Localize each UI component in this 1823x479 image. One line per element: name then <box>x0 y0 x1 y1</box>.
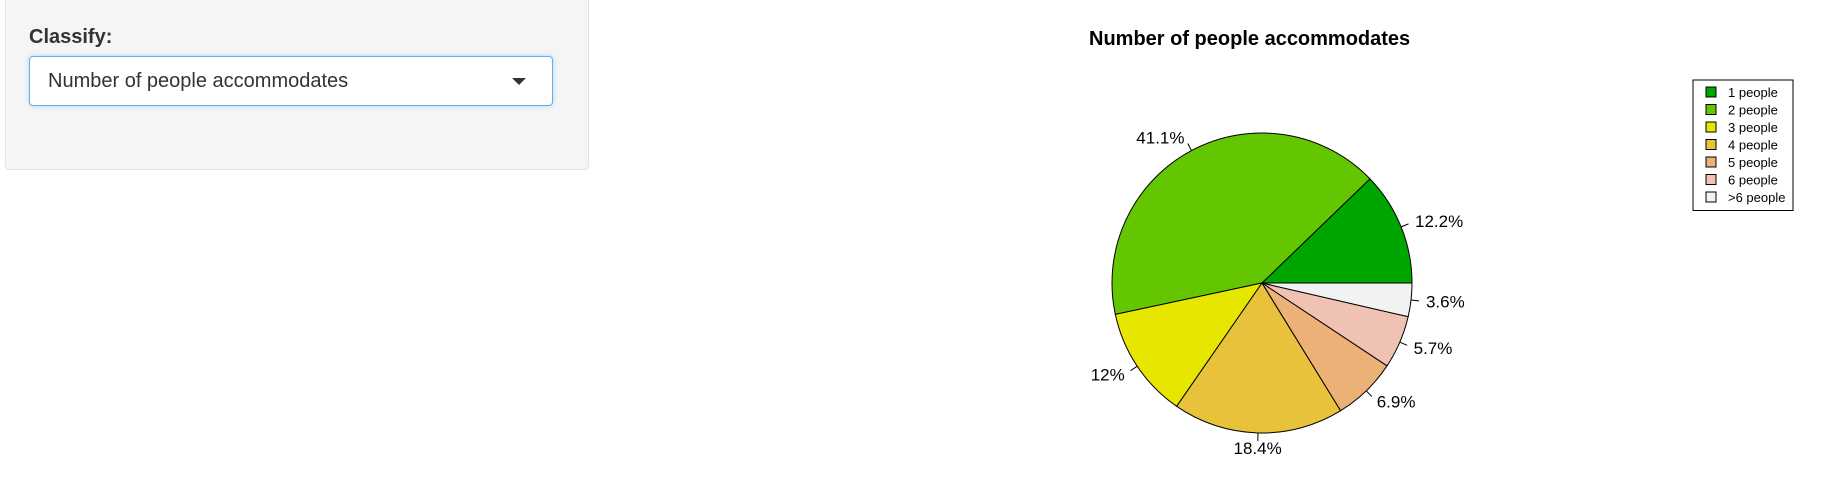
caret-down-icon <box>512 78 526 85</box>
pie-slices <box>1111 132 1413 434</box>
pie-label-4: 18.4% <box>1233 439 1281 458</box>
pie-label-tick-5 <box>1365 390 1373 397</box>
pie-slice-4 <box>1175 282 1342 434</box>
chart-legend: 1 people 2 people 3 people 4 people 5 people… <box>1692 79 1794 211</box>
pie-label-6: 5.7% <box>1414 339 1453 358</box>
legend-label-6: 6 people <box>1728 173 1778 188</box>
legend-swatch-3 <box>1705 121 1717 133</box>
pie-label-1: 12.2% <box>1415 212 1463 231</box>
pie-label-tick-7 <box>1410 299 1420 302</box>
pie-label-3: 12% <box>1091 366 1125 385</box>
pie-label-tick-1 <box>1400 223 1409 228</box>
legend-swatch-5 <box>1705 156 1717 168</box>
pie-slice-7 <box>1261 282 1413 318</box>
pie-label-7: 3.6% <box>1426 293 1465 312</box>
legend-label-4: 4 people <box>1728 138 1778 153</box>
pie-slice-2 <box>1111 132 1371 315</box>
classify-select-value: Number of people accommodates <box>48 70 349 92</box>
legend-label-5: 5 people <box>1728 155 1778 170</box>
pie-label-5: 6.9% <box>1377 393 1416 412</box>
pie-label-2: 41.1% <box>1136 128 1184 147</box>
legend-swatch-4 <box>1705 139 1717 150</box>
legend-swatch-1 <box>1705 86 1717 98</box>
pie-slice-1 <box>1260 178 1413 284</box>
legend-swatch-2 <box>1705 104 1717 115</box>
classify-select[interactable]: Number of people accommodates <box>29 56 553 106</box>
pie-labels: 12.2% 41.1% 12% 18.4% 6.9% 5.7% 3.6% <box>1091 128 1465 458</box>
legend-swatch-7 <box>1705 191 1717 203</box>
legend-label-3: 3 people <box>1728 120 1778 135</box>
legend-swatch-6 <box>1705 174 1717 185</box>
legend-label-1: 1 people <box>1728 85 1778 100</box>
pie-label-tick-6 <box>1399 341 1408 346</box>
classify-label: Classify: <box>29 26 113 48</box>
chart-title: Number of people accommodates <box>1089 28 1410 50</box>
pie-label-tick-2 <box>1187 143 1192 151</box>
legend-label-2: 2 people <box>1728 103 1778 118</box>
legend-label-7: >6 people <box>1728 190 1785 205</box>
pie-label-tick-3 <box>1130 365 1138 372</box>
